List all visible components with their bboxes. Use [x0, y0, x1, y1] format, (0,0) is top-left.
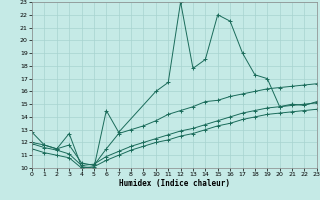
- X-axis label: Humidex (Indice chaleur): Humidex (Indice chaleur): [119, 179, 230, 188]
